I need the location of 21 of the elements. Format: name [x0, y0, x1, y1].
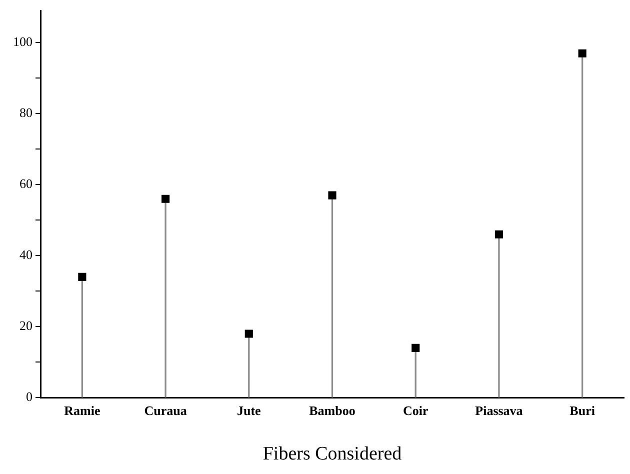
- point: [244, 330, 253, 338]
- x-tick-label: Jute: [236, 402, 262, 418]
- point: [412, 344, 420, 352]
- x-tick-label: Curaua: [144, 402, 188, 418]
- x-tick-label: Buri: [570, 402, 596, 418]
- y-tick-label: 80: [20, 105, 32, 120]
- y-tick-label: 20: [20, 318, 32, 334]
- y-tick-label: 40: [20, 247, 32, 262]
- point: [78, 272, 86, 281]
- point: [328, 191, 336, 200]
- x-tick-label: Piassava: [475, 402, 524, 418]
- x-axis-title: Fibers Considered: [262, 444, 402, 465]
- x-tick-label: Coir: [402, 402, 428, 418]
- y-tick-label: 60: [20, 176, 32, 192]
- x-tick-label: Ramie: [64, 402, 100, 418]
- y-tick-label: 100: [13, 34, 32, 50]
- point: [162, 194, 170, 203]
- point: [494, 230, 503, 238]
- y-tick-label: 0: [26, 389, 32, 404]
- x-tick-label: Bamboo: [309, 402, 356, 418]
- point: [578, 49, 586, 58]
